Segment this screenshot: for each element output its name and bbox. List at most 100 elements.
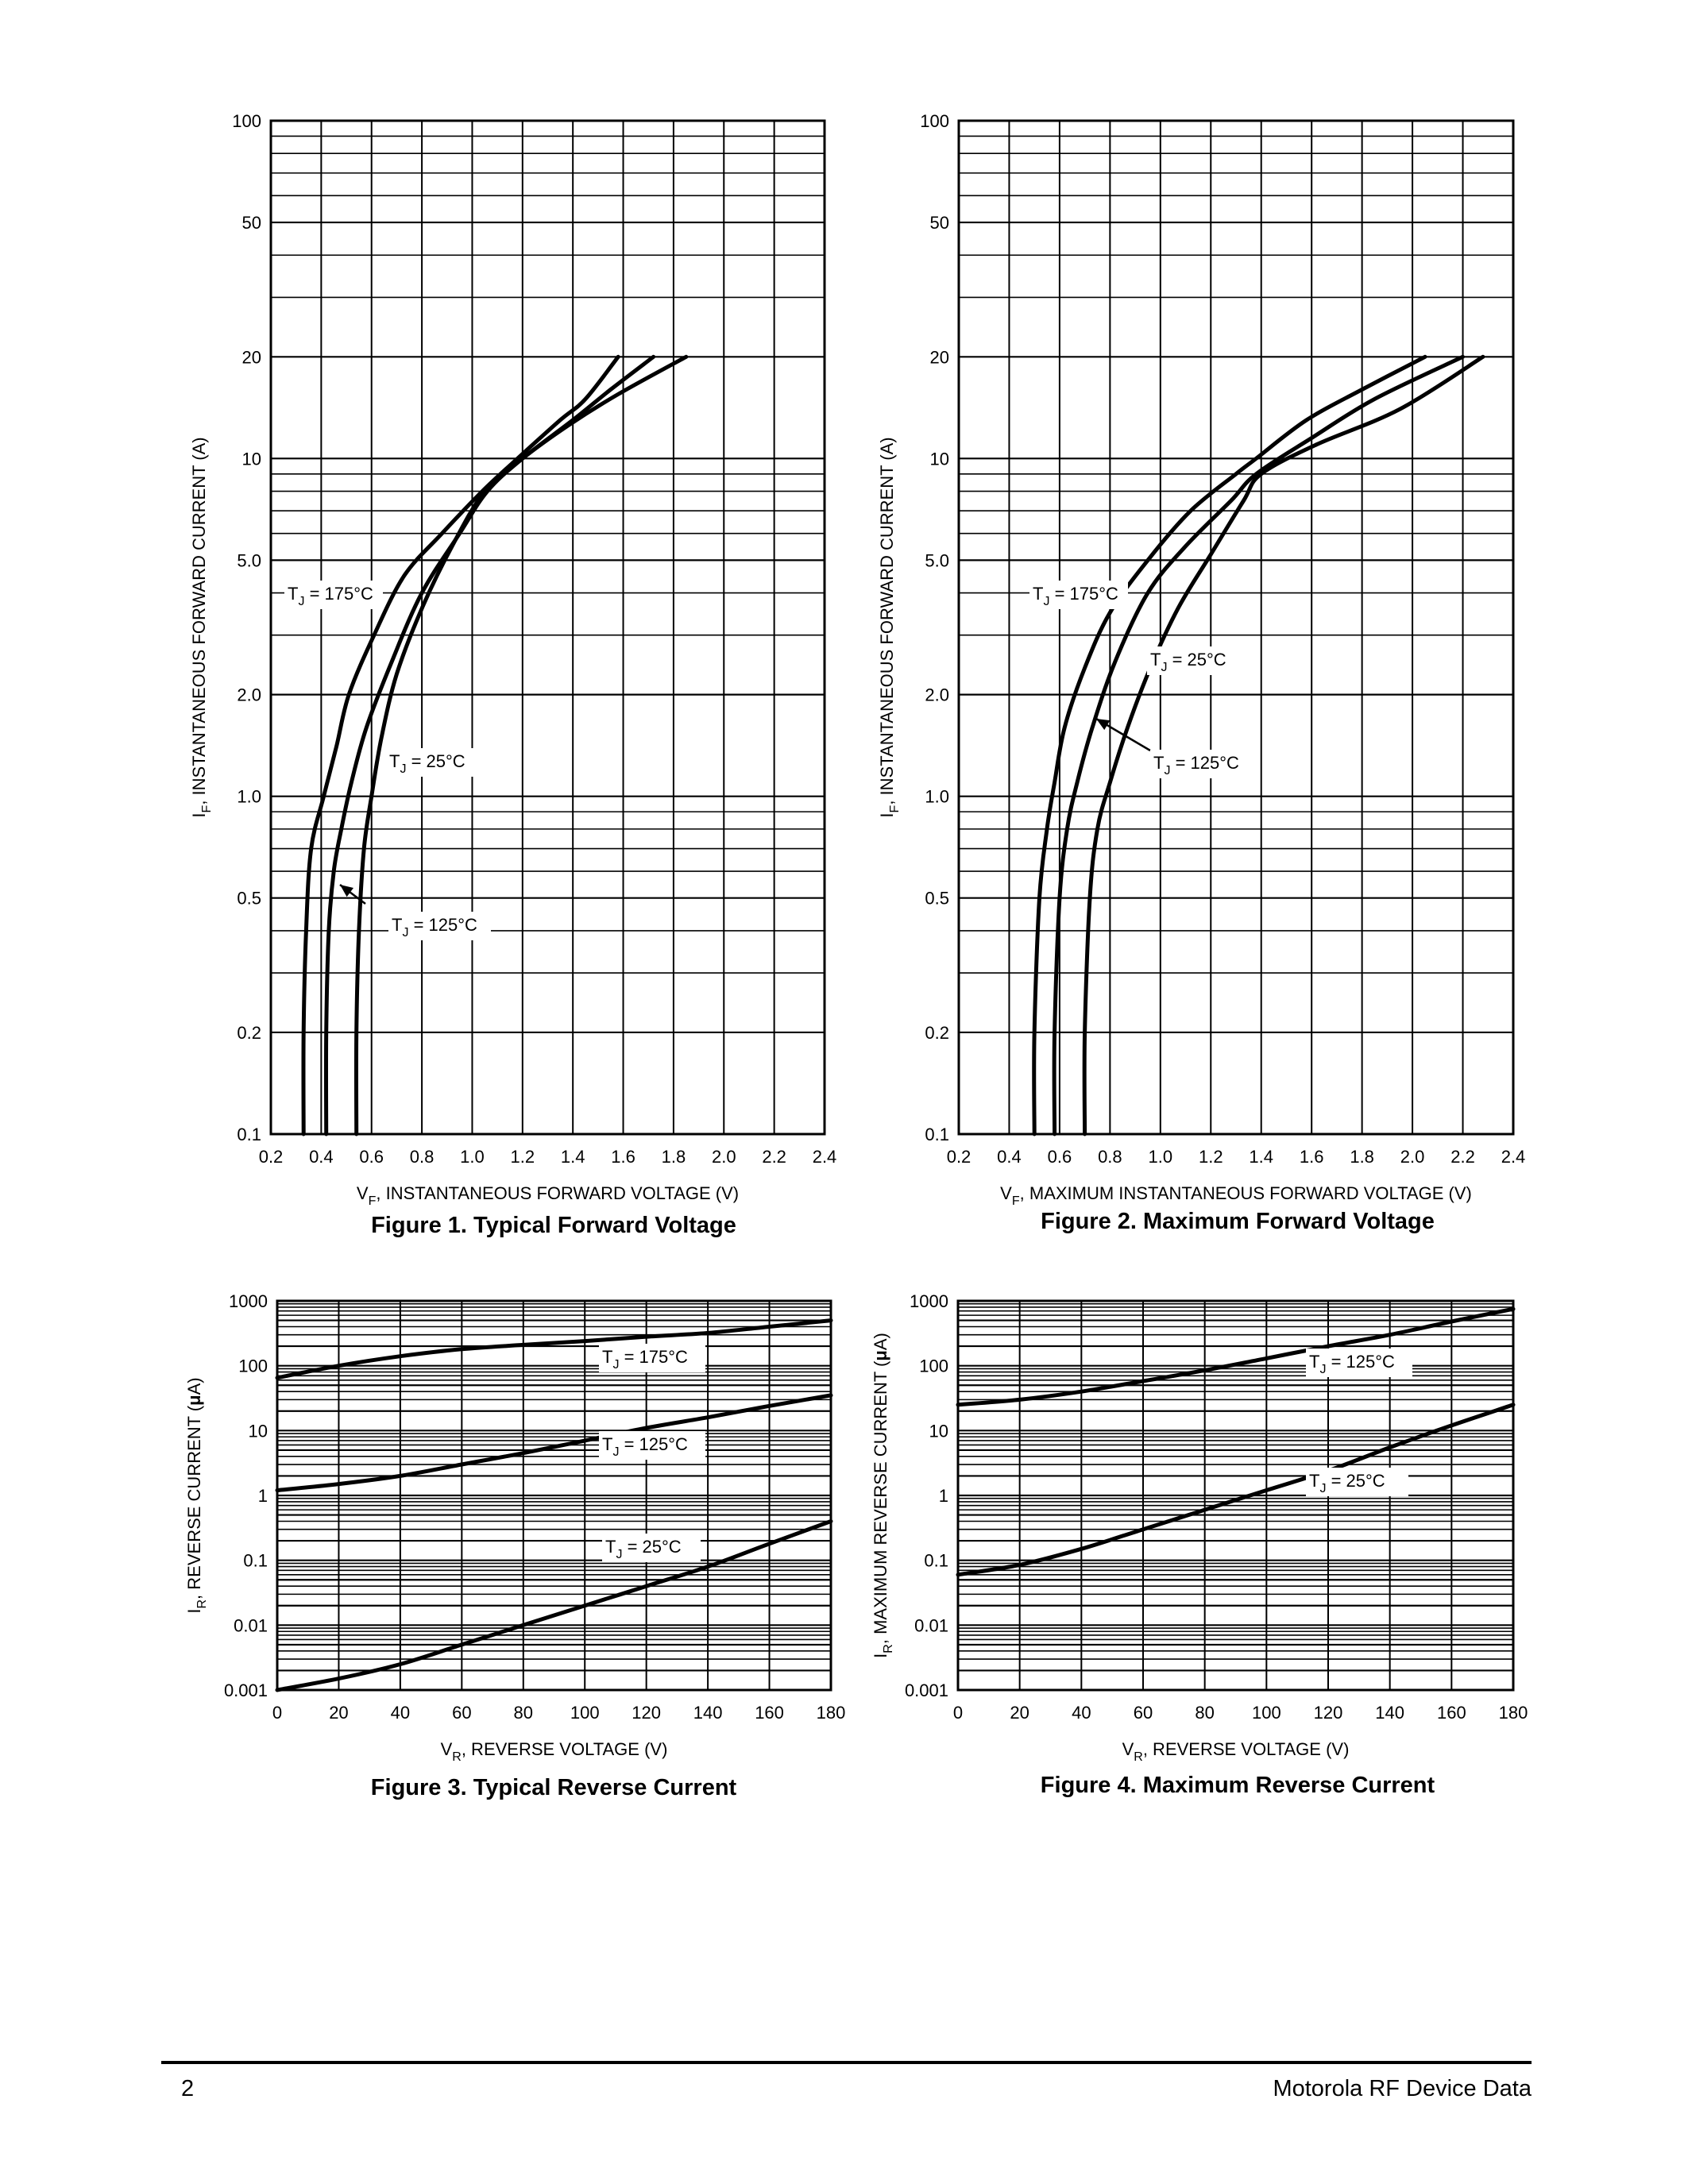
x-tick-label: 1.6 — [611, 1147, 635, 1167]
x-axis-label-main: V — [1000, 1183, 1012, 1203]
y-tick-label: 0.2 — [237, 1023, 261, 1043]
x-axis-label-subscript: F — [1012, 1194, 1020, 1208]
annotation-main: T — [1153, 753, 1164, 773]
annotation-subscript: J — [1161, 661, 1167, 674]
series-line-0 — [301, 354, 620, 1136]
y-tick-label: 0.01 — [234, 1615, 268, 1635]
x-tick-label: 1.4 — [1249, 1147, 1273, 1167]
x-tick-label: 1.0 — [460, 1147, 485, 1167]
annotation-bg — [1147, 646, 1246, 675]
y-tick-label: 100 — [919, 1356, 948, 1376]
annotation-rest: = 125°C — [408, 915, 477, 935]
series-line-1 — [1052, 354, 1465, 1136]
y-tick-label: 0.2 — [925, 1023, 949, 1043]
x-tick-label: 180 — [1499, 1703, 1528, 1723]
y-tick-label: 0.5 — [925, 889, 949, 909]
x-tick-label: 180 — [817, 1703, 846, 1723]
y-tick-label: 100 — [920, 111, 949, 131]
x-tick-label: 0.8 — [1098, 1147, 1122, 1167]
annotation-label: TJ = 25°C — [1309, 1471, 1385, 1495]
plot-area — [959, 121, 1513, 1134]
x-tick-label: 2.0 — [1400, 1147, 1425, 1167]
y-tick-label: 1.0 — [925, 787, 949, 807]
y-axis-label-end: A) — [184, 1377, 204, 1395]
x-axis-label-subscript: R — [1134, 1750, 1143, 1764]
annotation-bg — [599, 1344, 705, 1372]
annotation-main: T — [602, 1434, 612, 1454]
y-tick-label: 5.0 — [925, 550, 949, 570]
annotation-label: TJ = 25°C — [1150, 650, 1226, 674]
series-line-1 — [956, 1403, 1516, 1577]
x-tick-label: 1.0 — [1149, 1147, 1173, 1167]
x-tick-label: 40 — [1072, 1703, 1091, 1723]
y-tick-label: 10 — [249, 1421, 268, 1441]
y-axis-label: IR, REVERSE CURRENT (μA) — [184, 1377, 209, 1613]
annotation-main: T — [1309, 1352, 1319, 1372]
y-tick-label: 20 — [930, 347, 949, 367]
figure-caption: Figure 4. Maximum Reverse Current — [1041, 1773, 1435, 1798]
series-line-0 — [956, 1306, 1516, 1407]
annotation-subscript: J — [400, 762, 406, 776]
annotation-rest: = 25°C — [622, 1537, 681, 1557]
y-axis-label-rest: , MAXIMUM REVERSE CURRENT ( — [871, 1360, 890, 1644]
y-tick-label: 10 — [929, 1421, 948, 1441]
x-axis-label-rest: , MAXIMUM INSTANTANEOUS FORWARD VOLTAGE … — [1020, 1183, 1472, 1203]
x-tick-label: 40 — [391, 1703, 410, 1723]
y-tick-label: 0.1 — [243, 1551, 268, 1571]
x-tick-label: 0.4 — [309, 1147, 334, 1167]
annotation-main: T — [288, 584, 298, 604]
y-tick-label: 0.1 — [924, 1551, 948, 1571]
annotation-label: TJ = 25°C — [389, 751, 465, 776]
fig1-chart: TJ = 175°CTJ = 25°CTJ = 125°C0.2 0.4 0.6 0.… — [189, 111, 836, 1238]
annotation-arrowhead — [340, 885, 353, 897]
annotation-subscript: J — [612, 1358, 619, 1372]
y-tick-label: 0.1 — [237, 1125, 261, 1144]
y-tick-label: 1 — [939, 1486, 948, 1506]
annotation-rest: = 25°C — [1326, 1471, 1385, 1491]
annotation-bg — [1306, 1349, 1412, 1377]
x-axis-label: VF, MAXIMUM INSTANTANEOUS FORWARD VOLTAG… — [1000, 1183, 1472, 1208]
x-tick-label: 2.0 — [712, 1147, 736, 1167]
annotation-main: T — [1150, 650, 1161, 669]
y-axis-label-subscript: R — [882, 1644, 895, 1653]
annotation-rest: = 25°C — [1167, 650, 1226, 669]
annotation-bg — [386, 748, 477, 777]
y-axis-label-subscript: F — [888, 805, 902, 812]
y-axis-label-main: I — [184, 1608, 204, 1613]
y-axis-label-rest: , INSTANTANEOUS FORWARD CURRENT (A) — [877, 437, 897, 805]
y-tick-label: 10 — [242, 449, 261, 469]
footer-publisher: Motorola RF Device Data — [1273, 2076, 1532, 2101]
x-tick-label: 1.6 — [1300, 1147, 1324, 1167]
annotation-rest: = 175°C — [304, 584, 373, 604]
page-number: 2 — [181, 2076, 195, 2101]
x-axis-label-subscript: F — [369, 1194, 377, 1208]
x-tick-label: 60 — [1134, 1703, 1153, 1723]
fig3-chart: TJ = 175°CTJ = 125°CTJ = 25°C0 20 40 60 80 10… — [184, 1291, 845, 1800]
y-tick-label: 1 — [258, 1486, 268, 1506]
x-tick-label: 0.6 — [1048, 1147, 1072, 1167]
series-line-2 — [275, 1519, 833, 1692]
x-axis-label: VF, INSTANTANEOUS FORWARD VOLTAGE (V) — [357, 1183, 739, 1208]
x-axis-label: VR, REVERSE VOLTAGE (V) — [1122, 1739, 1350, 1764]
y-axis-label-rest: , INSTANTANEOUS FORWARD CURRENT (A) — [189, 437, 209, 805]
annotation-rest: = 125°C — [1326, 1352, 1395, 1372]
y-axis-label: IF, INSTANTANEOUS FORWARD CURRENT (A) — [877, 437, 902, 817]
y-tick-label: 0.001 — [905, 1680, 948, 1700]
annotation-bg — [388, 912, 491, 940]
series-line-0 — [275, 1318, 833, 1380]
y-tick-label: 2.0 — [237, 685, 261, 705]
y-tick-label: 1000 — [229, 1291, 268, 1311]
y-tick-label: 0.001 — [224, 1680, 268, 1700]
x-tick-label: 0 — [272, 1703, 282, 1723]
series-line-0 — [1032, 354, 1427, 1136]
y-tick-label: 0.1 — [925, 1125, 949, 1144]
series-line-2 — [353, 354, 689, 1136]
annotation-subscript: J — [616, 1548, 622, 1561]
annotation-label: TJ = 175°C — [602, 1347, 688, 1372]
plot-frame — [957, 119, 1515, 1136]
x-tick-label: 160 — [755, 1703, 784, 1723]
series-line-1 — [275, 1393, 833, 1492]
annotation-main: T — [392, 915, 402, 935]
x-tick-label: 1.4 — [561, 1147, 585, 1167]
x-tick-label: 80 — [1195, 1703, 1214, 1723]
